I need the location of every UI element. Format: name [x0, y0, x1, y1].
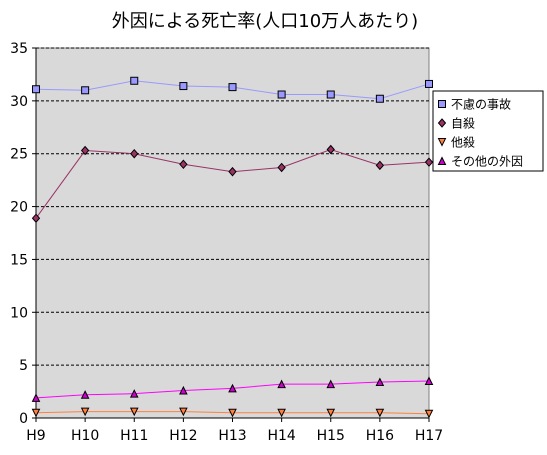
data-point [277, 90, 286, 99]
data-point [179, 385, 188, 395]
data-point [31, 408, 41, 418]
x-axis-ticks: H9 H10 H11 H12 H13 H14 H15 H16 H17 [26, 418, 443, 444]
series-4 [31, 376, 434, 402]
data-point [80, 390, 90, 399]
legend-label: その他の外因 [451, 155, 523, 169]
y-tick-label: 0 [19, 411, 28, 427]
data-point [130, 148, 139, 159]
data-point [277, 162, 286, 173]
plot-area [35, 47, 430, 419]
data-point [425, 79, 433, 88]
x-tick-label: H10 [71, 428, 99, 444]
x-tick-label: H14 [267, 428, 295, 444]
legend-box [432, 90, 544, 172]
data-point [228, 83, 237, 92]
x-tick-label: H16 [366, 428, 394, 444]
data-point [80, 145, 90, 156]
legend-marker [437, 156, 447, 165]
data-point [179, 407, 188, 417]
data-point [375, 408, 385, 418]
data-point [277, 379, 286, 389]
data-point [424, 376, 434, 385]
data-point [228, 408, 237, 418]
legend-marker [437, 138, 447, 147]
data-point [228, 166, 237, 177]
series-2 [31, 144, 434, 223]
data-point [31, 213, 41, 223]
data-point [129, 407, 139, 417]
data-point [326, 408, 336, 418]
data-point [129, 389, 139, 398]
data-point [277, 408, 286, 418]
series-1 [32, 76, 433, 103]
data-point [179, 159, 188, 170]
y-tick-label: 15 [10, 252, 28, 268]
y-tick-label: 10 [10, 305, 28, 321]
legend-item: 不慮の事故 [438, 97, 511, 112]
series-3 [31, 407, 434, 419]
x-tick-label: H11 [120, 428, 148, 444]
data-point [375, 377, 385, 387]
legend-label: 自殺 [451, 117, 475, 131]
legend-label: 不慮の事故 [451, 97, 511, 112]
data-point [326, 144, 335, 155]
y-tick-label: 5 [19, 358, 28, 374]
y-tick-label: 20 [10, 200, 28, 216]
legend-item: 他殺 [437, 136, 475, 150]
series-layer [31, 76, 434, 419]
data-point [81, 86, 90, 95]
data-point [326, 90, 335, 99]
chart-title: 外因による死亡率(人口10万人あたり) [112, 11, 418, 32]
legend-marker [437, 118, 447, 128]
x-tick-label: H13 [218, 428, 246, 444]
data-point [228, 383, 237, 393]
y-axis-ticks: 0 5 10 15 20 25 30 35 [10, 41, 36, 427]
data-point [326, 379, 336, 389]
data-point [80, 407, 90, 417]
data-point [31, 393, 41, 402]
y-tick-label: 25 [10, 147, 28, 163]
legend-item: 自殺 [437, 117, 475, 131]
x-tick-label: H9 [26, 428, 45, 444]
x-tick-label: H12 [169, 428, 197, 444]
legend-item: その他の外因 [437, 155, 523, 169]
data-point [375, 94, 384, 103]
data-point [179, 82, 188, 91]
data-point [424, 157, 434, 167]
data-point [130, 76, 139, 85]
data-point [375, 160, 385, 171]
x-tick-label: H17 [415, 428, 443, 444]
y-tick-label: 35 [10, 41, 28, 57]
legend-marker [438, 100, 446, 108]
y-tick-label: 30 [10, 94, 28, 110]
x-tick-label: H15 [317, 428, 345, 444]
data-point [32, 85, 40, 94]
legend-label: 他殺 [451, 136, 475, 150]
data-point [424, 409, 434, 419]
